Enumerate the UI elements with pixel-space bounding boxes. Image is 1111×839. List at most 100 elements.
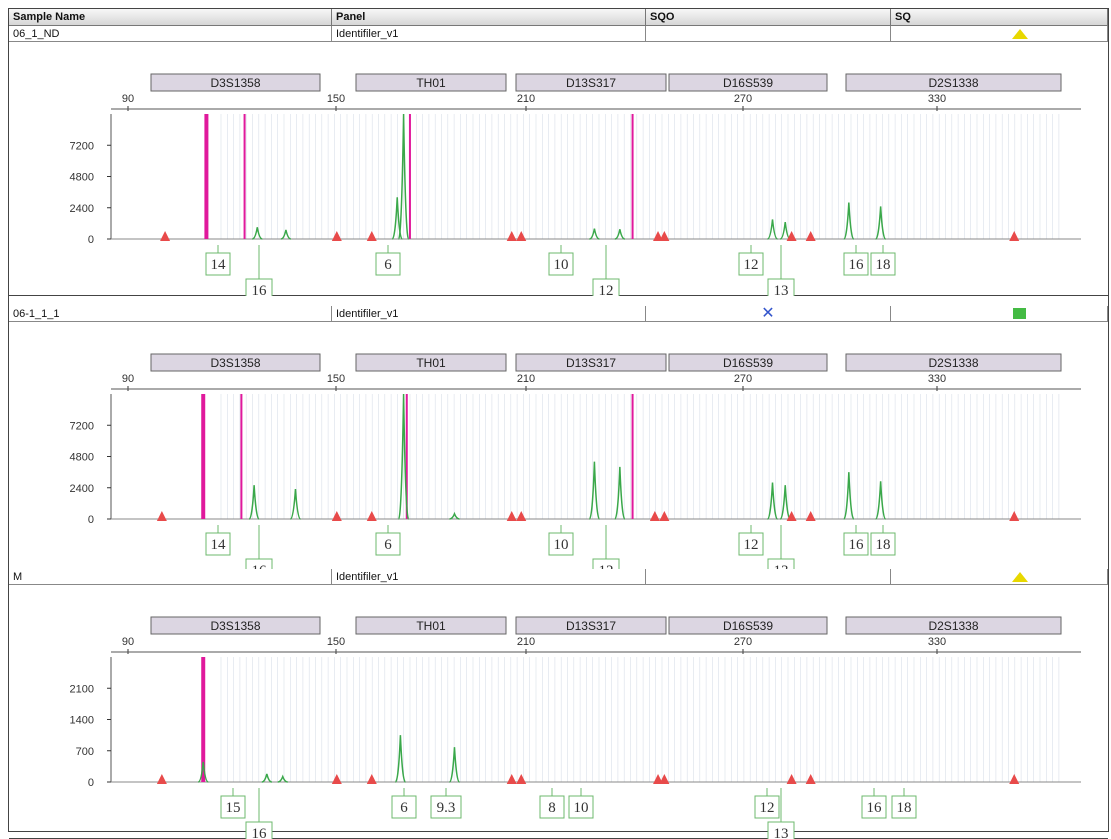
red-triangle-icon[interactable] [649,511,660,521]
red-triangle-icon[interactable] [331,511,342,521]
sqo-cell[interactable] [646,569,891,585]
trace-peak[interactable] [391,197,403,240]
trace-peak[interactable] [252,227,263,240]
red-triangle-icon[interactable] [805,231,816,241]
trace-peak[interactable] [767,219,778,240]
panel-name-cell[interactable]: Identifiler_v1 [332,26,646,42]
red-triangle-icon[interactable] [516,511,527,521]
trace-peak[interactable] [277,774,288,783]
locus-box[interactable] [150,353,321,372]
trace-peak[interactable] [449,747,460,783]
red-triangle-icon[interactable] [805,511,816,521]
locus-box[interactable] [845,73,1062,92]
red-triangle-icon[interactable] [516,231,527,241]
red-triangle-icon[interactable] [659,511,670,521]
sqo-cell[interactable]: ✕ [646,306,891,322]
red-triangle-icon[interactable] [1009,511,1020,521]
sqo-cell[interactable] [646,26,891,42]
panel-name-cell[interactable]: Identifiler_v1 [332,569,646,585]
locus-label: D3S1358 [210,356,260,370]
trace-peak[interactable] [614,466,626,520]
red-triangle-icon[interactable] [659,774,670,784]
column-header-sq[interactable]: SQ [891,9,1108,26]
column-header-sqo[interactable]: SQO [646,9,891,26]
red-triangle-icon[interactable] [653,774,664,784]
locus-box[interactable] [355,353,507,372]
sample-name-cell[interactable]: 06_1_ND [9,26,332,42]
red-triangle-icon[interactable] [506,511,517,521]
locus-box[interactable] [355,73,507,92]
red-triangle-icon[interactable] [506,231,517,241]
red-triangle-icon[interactable] [366,774,377,784]
sq-cell[interactable] [891,306,1108,322]
locus-box[interactable] [515,616,667,635]
trace-peak[interactable] [280,229,292,240]
red-triangle-icon[interactable] [156,511,167,521]
red-triangle-icon[interactable] [659,231,670,241]
locus-box[interactable] [355,616,507,635]
column-header-panel[interactable]: Panel [332,9,646,26]
trace-peak[interactable] [843,202,855,240]
allele-call-label: 9.3 [437,800,456,816]
locus-box[interactable] [845,353,1062,372]
y-tick-label: 7200 [70,140,94,152]
trace-peak[interactable] [449,511,460,520]
trace-peak[interactable] [397,393,410,520]
locus-box[interactable] [668,73,828,92]
allele-call-label: 6 [384,537,392,553]
red-triangle-icon[interactable] [331,231,342,241]
trace-peak[interactable] [248,485,260,520]
trace-peak[interactable] [394,735,407,783]
locus-box[interactable] [515,353,667,372]
trace-peak[interactable] [779,485,791,520]
locus-label: TH01 [416,76,446,90]
allele-call-label: 6 [384,257,392,273]
trace-peak[interactable] [875,206,887,240]
sq-cell[interactable] [891,569,1108,585]
trace-peak[interactable] [614,229,625,240]
locus-box[interactable] [668,353,828,372]
red-triangle-icon[interactable] [331,774,342,784]
locus-label: D13S317 [566,619,616,633]
red-triangle-icon[interactable] [1009,231,1020,241]
red-triangle-icon[interactable] [786,774,797,784]
locus-box[interactable] [515,73,667,92]
red-triangle-icon[interactable] [506,774,517,784]
sq-cell[interactable] [891,26,1108,42]
red-triangle-icon[interactable] [366,231,377,241]
red-triangle-icon[interactable] [786,511,797,521]
y-tick-label: 2100 [70,683,94,695]
red-triangle-icon[interactable] [516,774,527,784]
locus-label: D3S1358 [210,76,260,90]
trace-peak[interactable] [843,472,855,520]
locus-box[interactable] [150,616,321,635]
red-triangle-icon[interactable] [160,231,171,241]
panel-name-cell[interactable]: Identifiler_v1 [332,306,646,322]
red-triangle-icon[interactable] [786,231,797,241]
red-triangle-icon[interactable] [366,511,377,521]
y-tick-label: 2400 [70,483,94,495]
allele-call-label: 16 [867,800,883,816]
trace-peak[interactable] [589,228,600,240]
trace-peak[interactable] [290,489,301,520]
red-triangle-icon[interactable] [1009,774,1020,784]
trace-peak[interactable] [397,113,410,240]
sample-name-cell[interactable]: 06-1_1_1 [9,306,332,322]
sample-panel: 06_1_ND Identifiler_v1 D3S1358 TH01 D13S317 D… [9,26,1108,296]
x-tick-label: 150 [327,636,345,648]
locus-box[interactable] [668,616,828,635]
red-triangle-icon[interactable] [156,774,167,784]
locus-box[interactable] [845,616,1062,635]
red-triangle-icon[interactable] [653,231,664,241]
column-header-sample-name[interactable]: Sample Name [9,9,332,26]
locus-box[interactable] [150,73,321,92]
sample-name-cell[interactable]: M [9,569,332,585]
trace-peak[interactable] [588,461,601,520]
locus-label: D2S1338 [928,76,978,90]
red-triangle-icon[interactable] [805,774,816,784]
trace-peak[interactable] [874,481,887,520]
trace-peak[interactable] [261,773,272,783]
trace-peak[interactable] [766,482,779,520]
trace-peak[interactable] [197,761,209,783]
allele-call-label: 16 [252,826,268,839]
